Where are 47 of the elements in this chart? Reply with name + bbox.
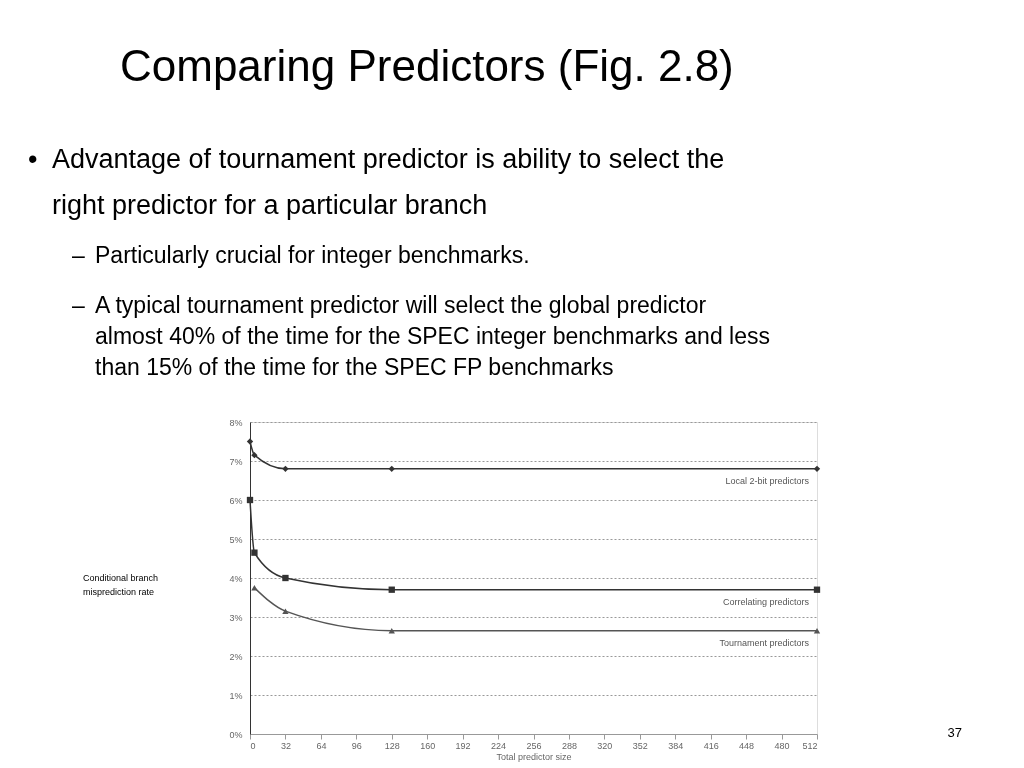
- x-tick-label: 512: [802, 740, 818, 751]
- series-label: Tournament predictors: [719, 637, 810, 648]
- y-tick-label: 2%: [229, 651, 243, 662]
- text: – A typical tournament predictor will select the global predictor almost 40% of the time for the SPEC integer benchmarks and less than 15% of the time for the SPEC FP benchmarks: [72, 292, 770, 380]
- x-tick-label: 32: [280, 740, 291, 751]
- text: Conditional branch misprediction rate: [83, 573, 159, 597]
- x-tick-label: 0: [250, 740, 256, 751]
- point: [282, 574, 289, 582]
- point: [251, 451, 258, 459]
- point: [282, 608, 289, 614]
- text: • Advantage of tournament predictor is ability to select the right predictor for a particular branch: [28, 144, 725, 220]
- text: – Particularly crucial for integer benchmarks.: [72, 242, 530, 268]
- x-tick-label: 384: [668, 740, 684, 751]
- y-tick-label: 7%: [229, 456, 243, 467]
- x-tick-label: 128: [384, 740, 400, 751]
- x-tick-label: 160: [420, 740, 436, 751]
- x-tick-label: 256: [526, 740, 542, 751]
- y-tick-label: 5%: [229, 534, 243, 545]
- point: [388, 586, 395, 593]
- x-tick-label: 192: [455, 740, 471, 751]
- y-tick-label: 6%: [229, 495, 243, 506]
- x-tick-label: 320: [597, 740, 613, 751]
- point: [282, 465, 289, 472]
- y-tick-label: 4%: [229, 573, 243, 584]
- point: [388, 465, 395, 472]
- y-tick-label: 1%: [229, 690, 243, 701]
- point: [813, 465, 821, 472]
- x-tick-label: 288: [561, 740, 577, 751]
- point: [251, 549, 258, 556]
- text: 37: [947, 725, 962, 740]
- x-axis-title: Total predictor size: [496, 751, 572, 762]
- x-tick-label: 352: [632, 740, 648, 751]
- x-tick-label: 448: [739, 740, 755, 751]
- x-tick-label: 64: [316, 740, 327, 751]
- y-tick-label: 8%: [229, 417, 243, 428]
- y-tick-label: 3%: [229, 612, 243, 623]
- x-tick-label: 416: [703, 740, 719, 751]
- x-tick-label: 96: [351, 740, 362, 751]
- series-label: Local 2-bit predictors: [725, 475, 810, 486]
- series-label: Correlating predictors: [722, 596, 810, 607]
- point: [813, 586, 821, 593]
- point: [246, 438, 254, 445]
- x-tick-label: 480: [774, 740, 790, 751]
- point: [246, 496, 254, 504]
- chart-title: Comparing Predictors (Fig. 2.8): [120, 41, 734, 90]
- x-tick-label: 224: [491, 740, 507, 751]
- y-tick-label: 0%: [229, 729, 243, 740]
